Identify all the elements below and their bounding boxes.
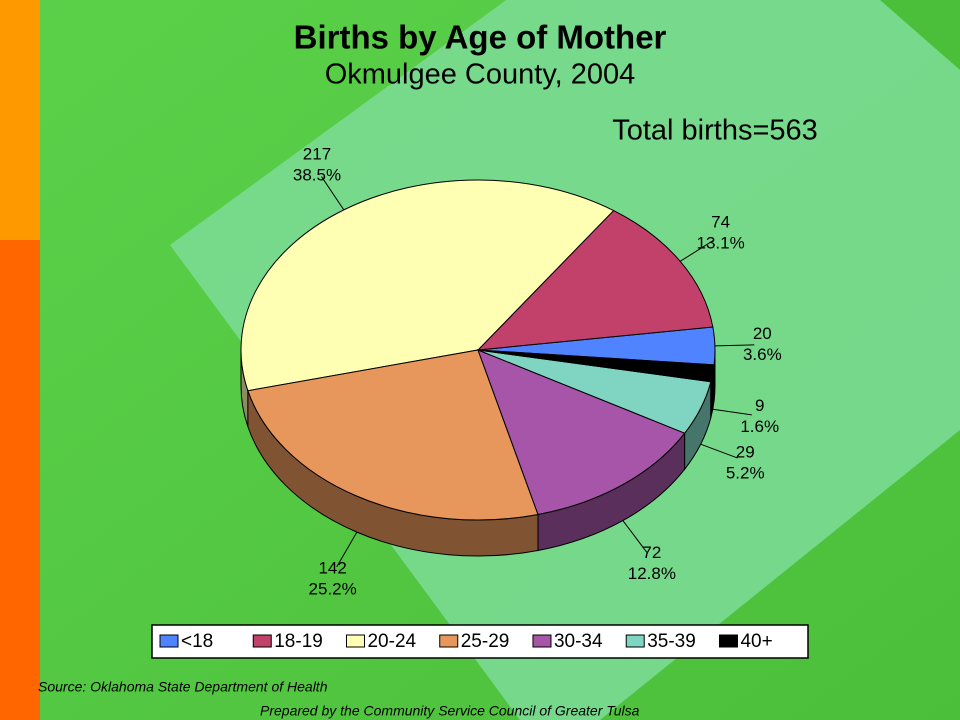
value-label: 217	[303, 145, 331, 164]
leader-line	[712, 408, 752, 416]
legend-label: 40+	[740, 631, 772, 652]
side-bar-top	[0, 0, 40, 240]
leader-line	[700, 443, 738, 459]
percent-label: 5.2%	[726, 463, 765, 482]
value-label: 142	[318, 558, 346, 577]
annotation: Total births=563	[612, 115, 818, 147]
legend-label: 20-24	[367, 631, 416, 652]
pie-slice	[477, 349, 686, 516]
legend-label: <18	[181, 631, 213, 652]
legend-swatch	[252, 634, 272, 648]
percent-label: 3.6%	[743, 345, 782, 364]
percent-label: 38.5%	[293, 166, 341, 185]
legend-swatch	[718, 634, 738, 648]
leader-line	[622, 520, 648, 553]
leader-line	[321, 176, 345, 211]
leader-line	[714, 344, 755, 347]
leader-line	[679, 239, 715, 262]
value-label: 29	[736, 442, 755, 461]
legend-swatch	[439, 634, 459, 648]
legend-swatch	[345, 634, 365, 648]
credit-note: Prepared by the Community Service Counci…	[260, 703, 640, 719]
legend-swatch	[532, 634, 552, 648]
value-label: 72	[642, 543, 661, 562]
side-bar-bottom	[0, 240, 40, 720]
legend-swatch	[159, 634, 179, 648]
legend-label: 18-19	[274, 631, 323, 652]
background-corner	[880, 0, 960, 70]
value-label: 20	[753, 324, 772, 343]
pie-slice	[247, 349, 539, 521]
percent-label: 12.8%	[628, 564, 676, 583]
percent-label: 13.1%	[697, 233, 745, 252]
pie-slice	[240, 179, 615, 392]
legend: <18 18-19 20-24 25-29 30-34 35-39 40+	[151, 624, 809, 659]
value-label: 74	[711, 212, 730, 231]
legend-swatch	[625, 634, 645, 648]
percent-label: 1.6%	[740, 417, 779, 436]
value-label: 9	[755, 396, 764, 415]
chart-title: Births by Age of Mother	[294, 19, 667, 56]
legend-label: 30-34	[554, 631, 603, 652]
legend-label: 25-29	[461, 631, 510, 652]
leader-line	[336, 531, 358, 568]
source-note: Source: Oklahoma State Department of Hea…	[38, 679, 328, 695]
pie-slice	[477, 349, 715, 383]
legend-label: 35-39	[647, 631, 696, 652]
percent-label: 25.2%	[309, 579, 357, 598]
chart-subtitle: Okmulgee County, 2004	[325, 59, 636, 91]
